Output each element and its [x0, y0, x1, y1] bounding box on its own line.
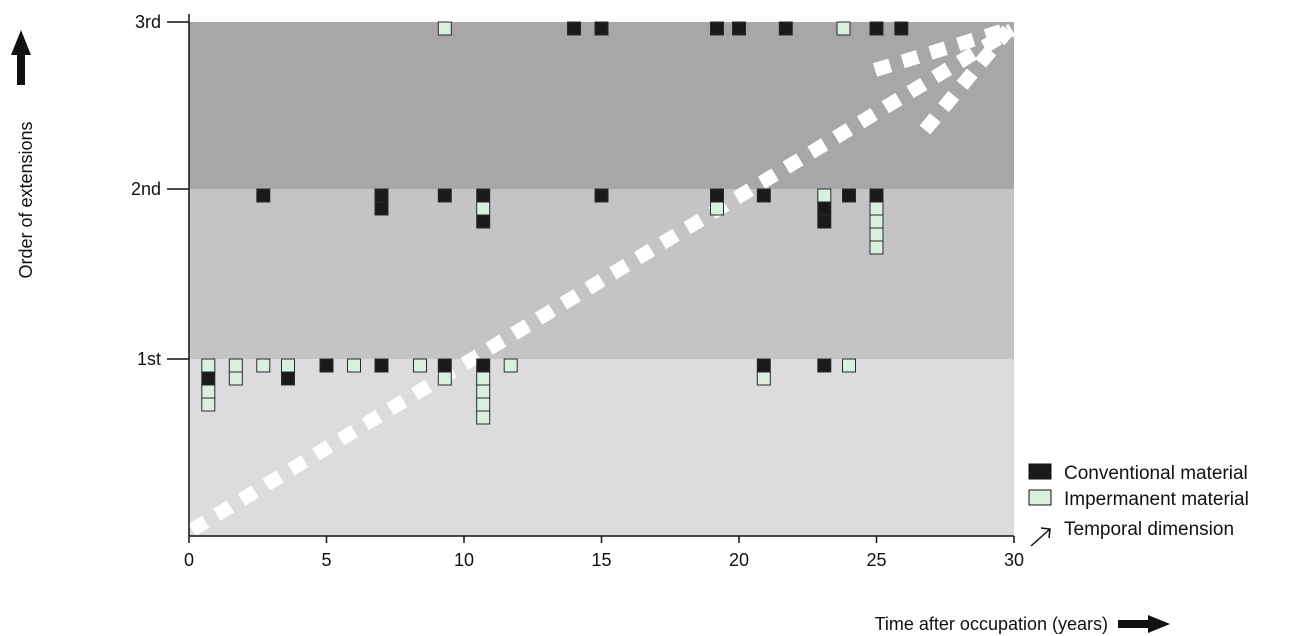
point-2nd-conventional — [817, 201, 832, 216]
x-axis-arrow-icon — [1118, 615, 1170, 633]
point-2nd-impermanent — [476, 201, 491, 216]
point-3rd-impermanent — [437, 21, 452, 36]
axes: 0 5 10 15 20 25 30 1st 2nd 3rd — [131, 12, 1024, 570]
x-tick-label: 5 — [321, 550, 331, 570]
legend-temporal-label: Temporal dimension — [1064, 519, 1234, 540]
point-2nd-impermanent — [869, 227, 884, 242]
x-tick-label: 15 — [591, 550, 611, 570]
y-axis-arrow-icon — [11, 30, 31, 85]
point-1st-impermanent — [201, 384, 216, 399]
point-1st-impermanent — [437, 371, 452, 386]
temporal-line-branch — [919, 25, 1014, 135]
temporal-line-main — [188, 24, 1016, 536]
point-1st-impermanent — [201, 397, 216, 412]
x-tick-label: 10 — [454, 550, 474, 570]
x-tick-label: 0 — [184, 550, 194, 570]
point-2nd-impermanent — [869, 201, 884, 216]
point-2nd-conventional — [710, 188, 724, 203]
point-1st-conventional — [817, 358, 832, 373]
point-1st-conventional — [201, 371, 216, 386]
temporal-dimension-lines — [188, 23, 1016, 536]
point-1st-conventional — [756, 358, 771, 373]
point-2nd-conventional — [476, 188, 491, 203]
legend-impermanent-swatch — [1028, 489, 1052, 506]
point-1st-impermanent — [201, 358, 216, 373]
y-tick-label: 2nd — [131, 179, 161, 199]
point-1st-conventional — [319, 358, 334, 373]
x-tick-label: 20 — [729, 550, 749, 570]
point-3rd-conventional — [710, 21, 724, 36]
point-1st-impermanent — [256, 358, 271, 373]
point-2nd-conventional — [256, 188, 271, 203]
point-1st-impermanent — [347, 358, 361, 373]
point-1st-conventional — [374, 358, 389, 373]
point-3rd-conventional — [732, 21, 746, 36]
point-1st-impermanent — [503, 358, 518, 373]
point-1st-impermanent — [228, 358, 243, 373]
point-1st-impermanent — [756, 371, 771, 386]
point-2nd-impermanent — [869, 214, 884, 229]
point-3rd-conventional — [869, 21, 884, 36]
point-3rd-conventional — [778, 21, 793, 36]
point-2nd-conventional — [374, 188, 389, 203]
point-1st-impermanent — [476, 410, 491, 425]
point-2nd-impermanent — [869, 240, 884, 255]
band-1st — [189, 359, 1014, 536]
band-3rd — [189, 22, 1014, 189]
legend-conventional-label: Conventional material — [1064, 463, 1248, 484]
point-1st-impermanent — [228, 371, 243, 386]
point-2nd-conventional — [756, 188, 771, 203]
point-2nd-impermanent — [817, 188, 832, 203]
point-2nd-conventional — [476, 214, 491, 229]
y-axis-label: Order of extensions — [16, 121, 36, 278]
point-3rd-conventional — [567, 21, 581, 36]
point-1st-conventional — [281, 371, 295, 386]
point-1st-impermanent — [476, 397, 491, 412]
band-2nd — [189, 189, 1014, 359]
point-3rd-conventional — [594, 21, 609, 36]
legend: Conventional material Impermanent materi… — [1028, 463, 1249, 547]
point-1st-impermanent — [413, 358, 427, 373]
point-3rd-conventional — [894, 21, 909, 36]
point-1st-impermanent — [281, 358, 295, 373]
point-1st-conventional — [476, 358, 491, 373]
point-2nd-conventional — [869, 188, 884, 203]
point-2nd-conventional — [842, 188, 856, 203]
temporal-line-upper — [872, 23, 1008, 77]
legend-temporal-arrow-icon — [1030, 527, 1051, 547]
point-2nd-conventional — [594, 188, 609, 203]
x-axis-label: Time after occupation (years) — [875, 614, 1108, 634]
y-tick-label: 3rd — [135, 12, 161, 32]
point-2nd-impermanent — [710, 201, 724, 216]
point-2nd-conventional — [817, 214, 832, 229]
point-1st-impermanent — [476, 384, 491, 399]
x-tick-label: 30 — [1004, 550, 1024, 570]
point-1st-impermanent — [842, 358, 856, 373]
point-1st-conventional — [437, 358, 452, 373]
legend-conventional-swatch — [1028, 463, 1052, 480]
x-tick-label: 25 — [866, 550, 886, 570]
point-2nd-conventional — [437, 188, 452, 203]
point-3rd-impermanent — [836, 21, 851, 36]
point-1st-impermanent — [476, 371, 491, 386]
y-tick-label: 1st — [137, 349, 161, 369]
data-points — [201, 21, 909, 425]
point-2nd-conventional — [374, 201, 389, 216]
legend-impermanent-label: Impermanent material — [1064, 489, 1249, 510]
